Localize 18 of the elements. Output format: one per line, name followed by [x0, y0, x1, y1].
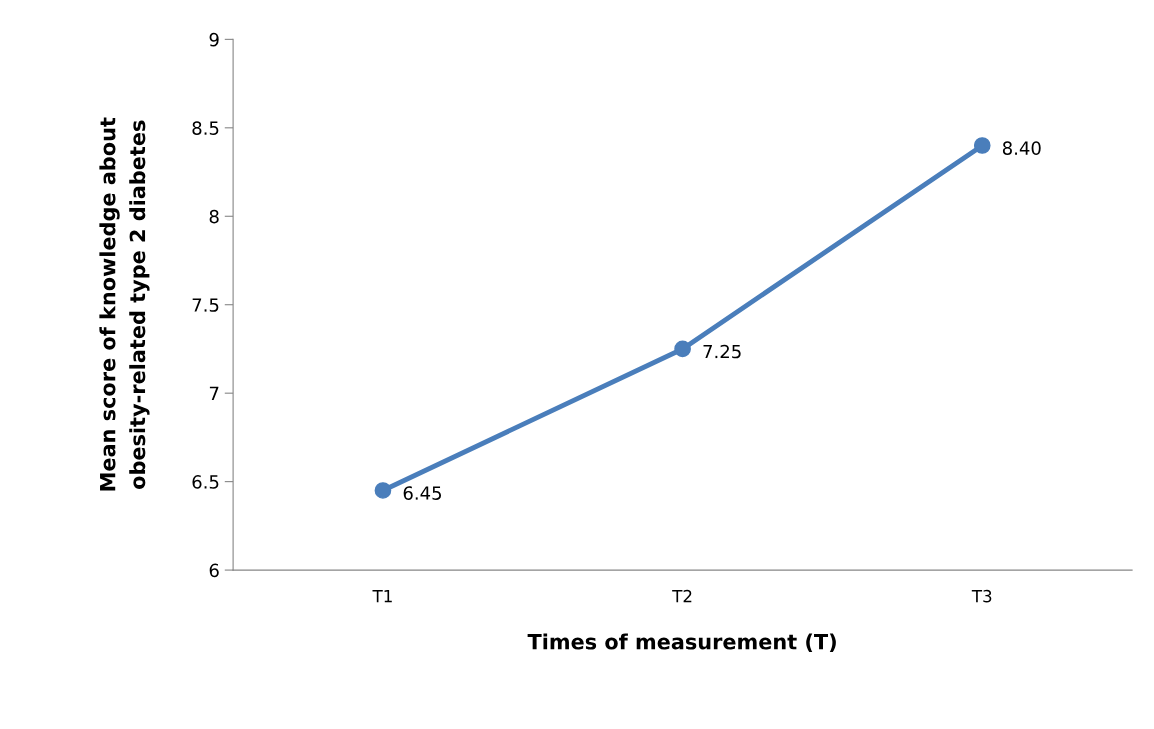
- y-tick-label: 6.5: [192, 475, 219, 489]
- x-tick-label: T1: [372, 590, 392, 603]
- y-tick-label: 8: [209, 209, 219, 224]
- y-axis-title: Mean score of knowledge about obesity-related type 2 diabetes: [99, 117, 150, 491]
- point: [374, 482, 392, 499]
- x-tick-label: T3: [971, 589, 992, 603]
- x-tick-label: T2: [672, 589, 692, 603]
- y-tick-label: 8.5: [192, 121, 219, 135]
- y-tick-label: 7: [209, 386, 219, 401]
- data-label: 6.45: [403, 486, 442, 500]
- point: [973, 137, 991, 154]
- y-tick-label: 7.5: [192, 298, 219, 312]
- data-label: 8.40: [1002, 141, 1041, 155]
- point: [674, 340, 691, 358]
- x-axis-title: Times of measurement (T): [527, 633, 836, 653]
- data-label: 7.25: [703, 344, 741, 359]
- y-tick-label: 9: [209, 32, 219, 47]
- y-tick-label: 6: [209, 563, 219, 578]
